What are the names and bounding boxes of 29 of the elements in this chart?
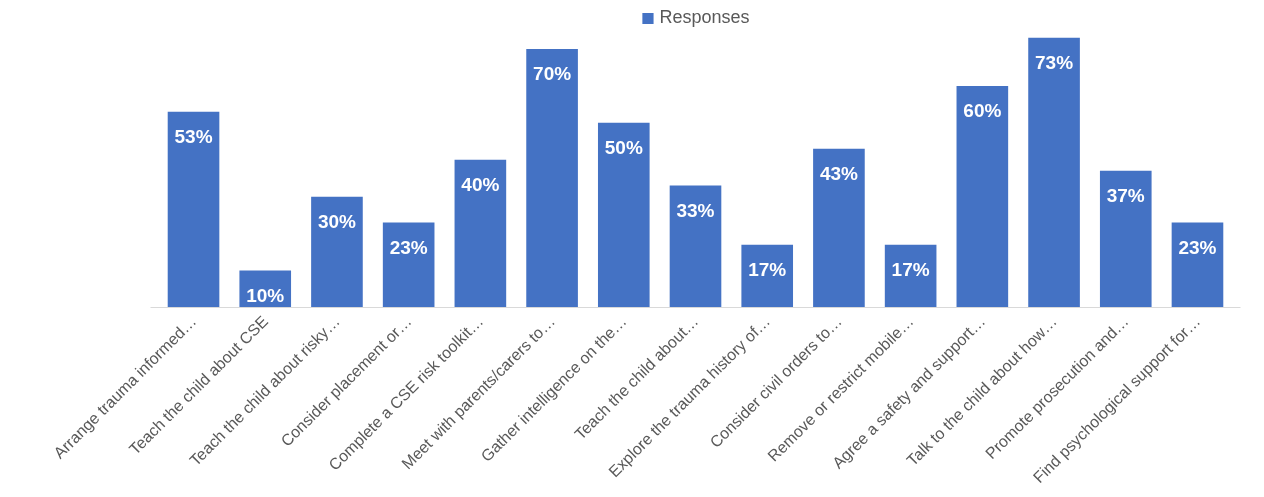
bar	[454, 159, 507, 308]
data-label: 43%	[819, 162, 859, 184]
data-label: 17%	[748, 258, 787, 280]
data-label: 73%	[1035, 51, 1074, 73]
bar	[1171, 222, 1224, 308]
data-label: 17%	[891, 258, 930, 280]
bar	[382, 222, 435, 308]
data-label: 23%	[1178, 236, 1217, 258]
bar	[741, 244, 794, 308]
bar	[669, 185, 722, 308]
data-label: 37%	[1106, 184, 1145, 206]
bar	[813, 148, 865, 308]
data-label: 50%	[604, 136, 643, 158]
bar	[526, 48, 578, 308]
data-label: 60%	[963, 99, 1002, 121]
data-label: 33%	[676, 199, 715, 221]
bar	[956, 85, 1009, 308]
bar	[597, 122, 650, 308]
bar	[1028, 37, 1080, 308]
data-label: 70%	[533, 62, 572, 84]
bar	[167, 111, 220, 308]
data-label: 10%	[246, 284, 285, 306]
bar	[1099, 170, 1152, 308]
data-label: 40%	[461, 173, 500, 195]
data-label: 23%	[389, 236, 428, 258]
data-label: 53%	[174, 125, 213, 147]
bar	[311, 196, 363, 308]
legend-label: Responses	[659, 7, 750, 28]
data-label: 30%	[317, 210, 357, 232]
